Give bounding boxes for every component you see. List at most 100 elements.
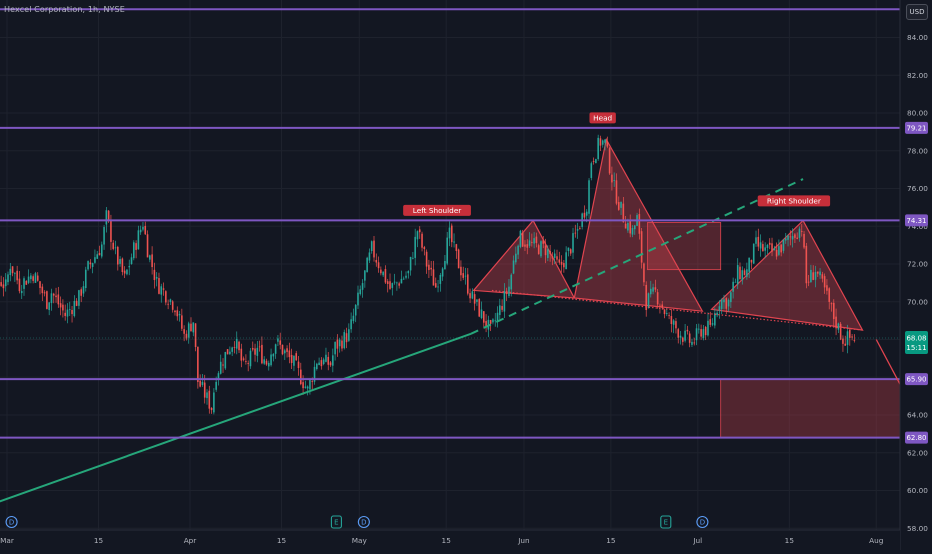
candle-body xyxy=(135,243,137,250)
candle-body xyxy=(384,269,387,283)
candle-body xyxy=(629,220,631,234)
candle xyxy=(684,324,686,343)
candle-body xyxy=(233,347,236,348)
currency-button[interactable]: USD xyxy=(906,4,928,20)
candle-body xyxy=(27,276,30,283)
candle xyxy=(48,302,50,316)
candle xyxy=(313,360,316,385)
event-marker-letter: D xyxy=(700,519,705,527)
candle xyxy=(380,266,382,276)
candle-body xyxy=(341,340,343,349)
earnings-marker: E xyxy=(330,515,342,529)
candle-body xyxy=(450,225,453,243)
candle xyxy=(137,225,140,250)
candle xyxy=(466,268,469,296)
price-tick-label: 82.00 xyxy=(907,71,928,80)
candle xyxy=(416,230,419,248)
candle-body xyxy=(533,238,535,244)
candle xyxy=(318,357,320,366)
candle xyxy=(542,236,545,249)
candle-body xyxy=(622,203,625,223)
candle-body xyxy=(199,380,201,387)
candle-body xyxy=(830,303,833,305)
candle xyxy=(547,245,549,262)
candle-body xyxy=(242,358,245,360)
candle xyxy=(613,172,615,187)
candle-body xyxy=(46,291,48,309)
candle xyxy=(652,283,654,295)
candle xyxy=(615,173,618,206)
candle xyxy=(828,287,831,310)
candle-body xyxy=(816,271,819,274)
pattern-label-text: Right Shoulder xyxy=(767,196,821,205)
candle-body xyxy=(496,312,499,322)
candle-body xyxy=(604,139,606,143)
candle xyxy=(716,309,718,318)
candle-body xyxy=(672,320,675,325)
candle-body xyxy=(691,341,693,345)
candle xyxy=(682,336,684,346)
candle-body xyxy=(316,363,318,370)
candle xyxy=(256,341,259,363)
candle xyxy=(464,267,467,285)
candle xyxy=(341,335,343,352)
candle xyxy=(354,304,357,323)
candle xyxy=(649,280,652,298)
candle xyxy=(494,312,497,327)
candle xyxy=(265,358,268,366)
candle-body xyxy=(661,304,664,308)
candle-body xyxy=(89,262,92,265)
candle-body xyxy=(407,271,410,274)
candle xyxy=(123,266,126,279)
candle xyxy=(18,271,21,294)
candle xyxy=(254,343,256,362)
pattern-label-bg xyxy=(757,195,831,207)
candle-body xyxy=(807,281,810,283)
candle-body xyxy=(608,148,611,174)
candle xyxy=(332,348,334,373)
candle xyxy=(524,240,526,252)
candle xyxy=(78,289,80,310)
candle-body xyxy=(819,271,821,276)
candle-body xyxy=(759,242,762,249)
candle xyxy=(553,249,556,265)
candle-body xyxy=(155,276,158,279)
candle xyxy=(540,240,542,259)
candle-body xyxy=(391,283,394,288)
candle xyxy=(688,331,691,348)
candle xyxy=(826,279,828,295)
candle-body xyxy=(585,211,588,216)
candles xyxy=(0,134,856,415)
candle-body xyxy=(441,268,444,277)
candle-body xyxy=(480,309,483,319)
candle xyxy=(100,241,103,259)
candle-body xyxy=(569,249,572,254)
candle xyxy=(558,251,561,265)
time-scale: Mar15Apr15May15Jun15Jul15Aug15Sep18Oct16… xyxy=(0,529,900,550)
candle-body xyxy=(810,269,812,283)
candle xyxy=(386,278,389,293)
candle xyxy=(622,197,625,223)
candle-body xyxy=(503,291,506,312)
candle-body xyxy=(515,253,517,263)
candle xyxy=(0,275,2,288)
candle-body xyxy=(558,259,561,263)
candle-body xyxy=(711,323,714,325)
candle xyxy=(130,253,133,265)
candle xyxy=(480,301,483,320)
candle-body xyxy=(238,341,240,351)
candle-body xyxy=(647,293,650,309)
candle-body xyxy=(727,299,730,307)
candle-body xyxy=(126,269,128,275)
candle xyxy=(176,306,179,321)
candle xyxy=(544,238,547,264)
candle-body xyxy=(219,361,222,374)
candle-body xyxy=(707,320,709,336)
candle xyxy=(606,136,609,149)
candle xyxy=(359,285,362,296)
candle xyxy=(780,244,782,257)
candle xyxy=(778,239,780,257)
candle xyxy=(762,240,764,252)
